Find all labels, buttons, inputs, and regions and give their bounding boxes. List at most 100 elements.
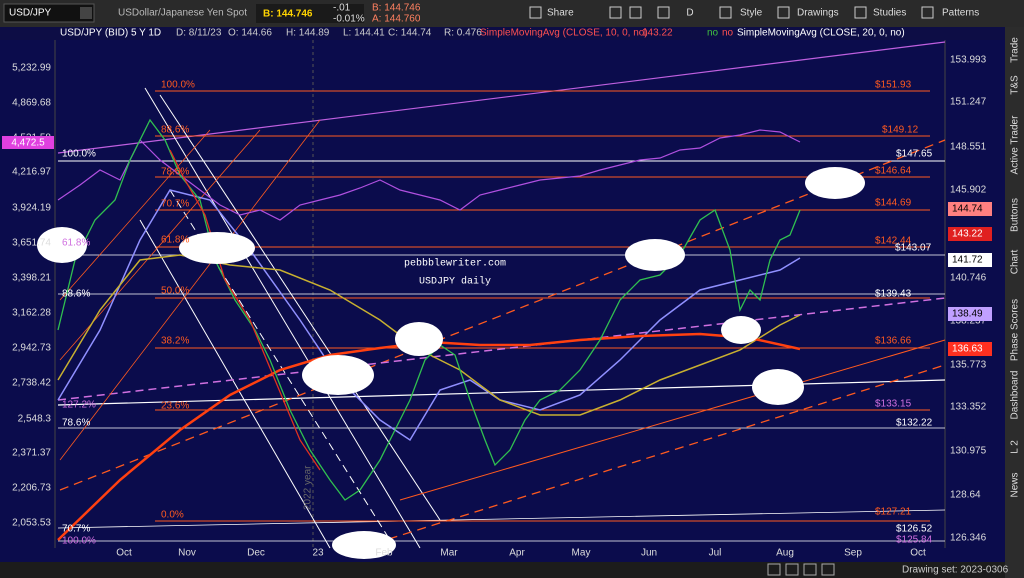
zoom-button[interactable]: [785, 563, 799, 576]
highlight: [625, 239, 685, 271]
toolbar-button[interactable]: Share: [547, 8, 574, 19]
fib-label: 61.8%: [62, 238, 90, 249]
trendline: [57, 509, 946, 529]
button-icon[interactable]: [854, 6, 867, 19]
left-marker-box: [2, 136, 54, 149]
side-tab[interactable]: Chart: [1010, 250, 1021, 275]
side-tab[interactable]: T&S: [1010, 75, 1021, 95]
price-label: $147.65: [896, 149, 933, 160]
change-pct: -0.01%: [333, 14, 365, 25]
channel-line: [139, 219, 331, 549]
info-item: D: 8/11/23: [176, 28, 222, 39]
zoom-button[interactable]: [821, 563, 835, 576]
dashed-trendline: [59, 139, 946, 491]
zoom-button[interactable]: [803, 563, 817, 576]
left-tick-label: 2,206.73: [12, 483, 51, 494]
highlight: [332, 531, 396, 559]
highlight: [302, 355, 374, 395]
x-tick-label: Oct: [116, 548, 132, 559]
info-bar-bg: [0, 27, 1005, 40]
right-tick-label: 151.247: [950, 97, 987, 108]
side-tab[interactable]: Trade: [1010, 37, 1021, 63]
status-bar-bg: [0, 562, 1005, 578]
toolbar-icon[interactable]: [609, 6, 622, 19]
x-tick-label: Sep: [844, 548, 862, 559]
price-label: $125.84: [896, 535, 933, 546]
price-label: $146.64: [875, 166, 912, 177]
side-tab[interactable]: News: [1010, 472, 1021, 497]
highlight: [395, 322, 443, 356]
symbol[interactable]: USD/JPY: [9, 8, 52, 19]
fan-line: [59, 129, 211, 301]
side-tabs-bg: [1005, 27, 1024, 578]
toolbar-button[interactable]: Style: [740, 8, 763, 19]
symbol-dropdown[interactable]: [80, 7, 92, 19]
x-tick-label: Nov: [178, 548, 196, 559]
price-label: $139.43: [875, 289, 912, 300]
left-tick-label: 3,924.19: [12, 203, 51, 214]
button-icon[interactable]: [921, 6, 934, 19]
right-tick-label: 135.773: [950, 360, 987, 371]
price-box: [948, 253, 992, 267]
highlight: [37, 227, 87, 263]
info-item: no: [707, 28, 719, 39]
info-item: O: 144.66: [228, 28, 272, 39]
symbol-box[interactable]: [3, 3, 95, 23]
fib-label: 88.6%: [161, 125, 189, 136]
price-box-label: 138.49: [952, 309, 983, 320]
price-label: $136.66: [875, 336, 912, 347]
toolbar-button[interactable]: Patterns: [942, 8, 979, 19]
left-tick-label: 2,942.73: [12, 343, 51, 354]
x-tick-label: Aug: [776, 548, 794, 559]
right-tick-label: 140.746: [950, 273, 987, 284]
side-tab[interactable]: Buttons: [1010, 198, 1021, 232]
info-item: C: 144.74: [388, 28, 432, 39]
fib-label: 100.0%: [62, 149, 96, 160]
quote-ask: A: 144.760: [372, 14, 421, 25]
x-tick-label: Feb: [375, 548, 393, 559]
info-item: L: 144.41: [343, 28, 385, 39]
toolbar-button[interactable]: D: [686, 8, 693, 19]
toolbar-button[interactable]: Studies: [873, 8, 906, 19]
info-item: SimpleMovingAvg (CLOSE, 20, 0, no): [737, 28, 905, 39]
side-tab[interactable]: Active Trader: [1010, 115, 1021, 175]
fib-label: 88.6%: [62, 289, 90, 300]
button-icon[interactable]: [777, 6, 790, 19]
toolbar-bg: [0, 0, 1024, 27]
price-label: $142.44: [875, 236, 912, 247]
left-tick-label: 3,651.74: [12, 238, 51, 249]
trendline: [399, 339, 946, 501]
price-box-label: 143.22: [952, 229, 983, 240]
price-label: $127.21: [875, 507, 912, 518]
side-tab[interactable]: Dashboard: [1010, 371, 1021, 420]
bid-box: [256, 4, 364, 23]
dashed-trendline: [57, 297, 946, 401]
info-item: USD/JPY (BID) 5 Y 1D: [60, 28, 161, 39]
price-box: [948, 202, 992, 216]
annotation: pebbblewriter.com: [404, 258, 506, 270]
x-tick-label: Oct: [910, 548, 926, 559]
toolbar-button[interactable]: Drawings: [797, 8, 839, 19]
info-item: SimpleMovingAvg (CLOSE, 10, 0, no): [480, 28, 648, 39]
toolbar-icon[interactable]: [629, 6, 642, 19]
button-icon[interactable]: [719, 6, 732, 19]
info-item: R: 0.476: [444, 28, 482, 39]
zoom-button[interactable]: [767, 563, 781, 576]
side-tab[interactable]: L 2: [1010, 440, 1021, 454]
toolbar-icon[interactable]: [657, 6, 670, 19]
left-tick-label: 2,738.42: [12, 378, 51, 389]
right-tick-label: 130.975: [950, 446, 987, 457]
left-tick-label: 2,371.37: [12, 448, 51, 459]
button-icon[interactable]: [529, 6, 542, 19]
fib-label: 78.6%: [62, 418, 90, 429]
price-box-label: 141.72: [952, 255, 983, 266]
side-tab[interactable]: Phase Scores: [1010, 299, 1021, 361]
fib-label: 70.7%: [161, 199, 189, 210]
price-path: [57, 118, 801, 501]
fib-label: 100.0%: [161, 80, 195, 91]
dashed-trendline: [359, 364, 946, 549]
price-box: [948, 307, 992, 321]
right-tick-label: 153.993: [950, 55, 987, 66]
info-item: 143.22: [642, 28, 673, 39]
